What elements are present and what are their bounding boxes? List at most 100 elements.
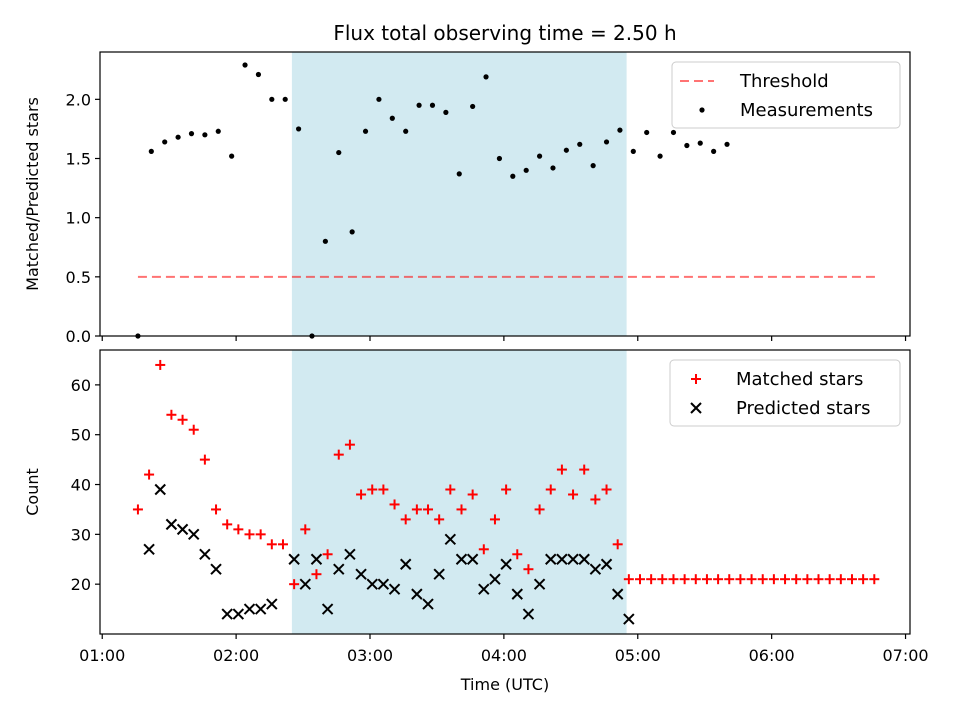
measurement-point <box>295 126 302 132</box>
predicted-star-marker <box>589 563 602 575</box>
y-axis-label: Count <box>23 468 42 516</box>
matched-star-marker <box>144 469 155 480</box>
legend-entry-label: Matched stars <box>736 369 863 390</box>
predicted-star-marker <box>176 523 189 536</box>
measurement-point <box>269 96 275 102</box>
predicted-star-marker <box>455 553 468 565</box>
matched-star-marker <box>266 539 277 550</box>
matched-star-marker <box>400 514 411 525</box>
predicted-star-marker <box>399 558 412 570</box>
measurement-point <box>523 167 529 173</box>
matched-star-marker <box>690 574 701 585</box>
matched-star-marker <box>657 574 668 585</box>
measurement-point <box>242 62 248 68</box>
predicted-star-marker <box>333 563 345 575</box>
predicted-star-marker <box>556 553 568 565</box>
y-tick-label: 30 <box>71 525 91 544</box>
matched-star-marker <box>188 424 199 435</box>
predicted-star-marker <box>388 583 401 595</box>
y-tick-label: 2.0 <box>66 90 91 109</box>
matched-star-marker <box>389 499 400 510</box>
matched-star-marker <box>467 489 478 500</box>
predicted-star-marker <box>165 518 178 531</box>
y-tick-label: 50 <box>71 426 91 445</box>
y-tick-label: 40 <box>71 476 91 495</box>
matched-star-marker <box>701 574 712 585</box>
measurement-point <box>215 128 221 134</box>
matched-star-marker <box>445 484 456 495</box>
y-tick-label: 60 <box>71 376 91 395</box>
measurement-point <box>148 148 154 154</box>
matched-star-marker <box>534 504 545 515</box>
predicted-star-marker <box>522 608 535 620</box>
matched-star-marker <box>858 574 869 585</box>
y-tick-label: 1.0 <box>66 209 91 228</box>
legend-box <box>671 61 901 129</box>
matched-star-marker <box>590 494 601 505</box>
predicted-star-marker <box>600 558 613 570</box>
predicted-star-marker <box>611 588 624 600</box>
matched-star-marker <box>679 574 690 585</box>
matched-star-marker <box>869 574 880 585</box>
measurement-point <box>617 127 623 133</box>
measurement-point <box>630 148 636 154</box>
measurement-point <box>603 139 610 145</box>
predicted-star-marker <box>288 553 300 565</box>
matched-star-marker <box>199 454 210 465</box>
matched-star-marker <box>623 574 634 585</box>
legend-measurement-swatch <box>699 107 705 113</box>
measurement-point <box>684 142 690 149</box>
x-tick-label: 04:00 <box>481 646 527 665</box>
matched-star-marker <box>322 549 333 560</box>
predicted-star-marker <box>422 598 434 610</box>
predicted-star-marker <box>232 608 245 620</box>
matched-star-marker <box>300 524 311 535</box>
chart-title: Flux total observing time = 2.50 h <box>333 21 676 45</box>
matched-star-marker <box>423 504 434 515</box>
matched-star-marker <box>780 574 791 585</box>
matched-star-marker <box>411 504 422 515</box>
matched-star-marker <box>523 564 534 575</box>
measurement-point <box>282 96 288 102</box>
predicted-star-marker <box>355 568 367 580</box>
measurement-point <box>644 129 650 136</box>
measurement-point <box>483 74 489 80</box>
matched-star-marker <box>813 574 824 585</box>
measurement-point <box>536 153 543 159</box>
x-tick-label: 07:00 <box>882 646 928 665</box>
measurement-point <box>175 134 181 140</box>
predicted-star-marker <box>321 603 334 615</box>
legend-predicted-swatch <box>690 402 702 414</box>
measurement-point <box>577 141 583 147</box>
measurement-point <box>697 140 703 146</box>
matched-star-marker <box>556 464 567 475</box>
observing-window-shade <box>291 52 627 336</box>
count-panel: 20 30 40 50 60 01:00 02:00 03:00 04:00 05:00 06:00… <box>23 349 929 694</box>
measurement-point <box>322 238 328 244</box>
x-tick-label: 02:00 <box>213 646 259 665</box>
x-axis-label: Time (UTC) <box>460 675 549 694</box>
measurement-point <box>429 102 436 108</box>
matched-star-marker <box>166 409 177 420</box>
matched-star-marker <box>512 549 523 560</box>
measurement-point <box>711 148 717 154</box>
matched-star-marker <box>802 574 813 585</box>
x-tick-label: 01:00 <box>79 646 125 665</box>
matched-star-marker <box>378 484 389 495</box>
y-axis-label: Matched/Predicted stars <box>23 97 42 291</box>
measurement-point <box>590 163 596 169</box>
predicted-star-marker <box>344 548 356 560</box>
legend-entry-label: Measurements <box>740 100 873 121</box>
matched-star-marker <box>835 574 846 585</box>
measurement-point <box>510 173 516 179</box>
observing-window-shade <box>291 350 627 634</box>
predicted-star-marker <box>254 603 267 615</box>
predicted-star-marker <box>210 563 222 575</box>
legend-entry-label: Predicted stars <box>736 398 870 419</box>
matched-star-marker <box>277 539 288 550</box>
matched-star-marker <box>568 489 579 500</box>
measurement-point <box>229 153 235 159</box>
legend-box <box>669 359 901 427</box>
predicted-star-marker <box>478 583 490 595</box>
